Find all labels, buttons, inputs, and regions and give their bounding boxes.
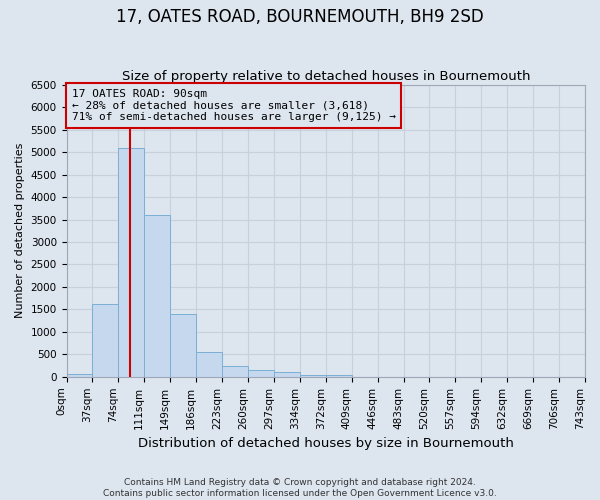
Bar <box>300 374 326 377</box>
Bar <box>118 148 144 377</box>
Bar <box>92 304 118 377</box>
Bar <box>170 314 196 377</box>
Bar <box>248 370 274 377</box>
Bar <box>67 374 92 377</box>
Text: 17 OATES ROAD: 90sqm
← 28% of detached houses are smaller (3,618)
71% of semi-de: 17 OATES ROAD: 90sqm ← 28% of detached h… <box>72 89 396 122</box>
Bar <box>274 372 300 377</box>
Y-axis label: Number of detached properties: Number of detached properties <box>15 143 25 318</box>
Bar <box>326 376 352 377</box>
Bar <box>222 366 248 377</box>
Title: Size of property relative to detached houses in Bournemouth: Size of property relative to detached ho… <box>122 70 530 84</box>
Text: Contains HM Land Registry data © Crown copyright and database right 2024.
Contai: Contains HM Land Registry data © Crown c… <box>103 478 497 498</box>
X-axis label: Distribution of detached houses by size in Bournemouth: Distribution of detached houses by size … <box>138 437 514 450</box>
Bar <box>144 215 170 377</box>
Text: 17, OATES ROAD, BOURNEMOUTH, BH9 2SD: 17, OATES ROAD, BOURNEMOUTH, BH9 2SD <box>116 8 484 26</box>
Bar <box>196 352 222 377</box>
